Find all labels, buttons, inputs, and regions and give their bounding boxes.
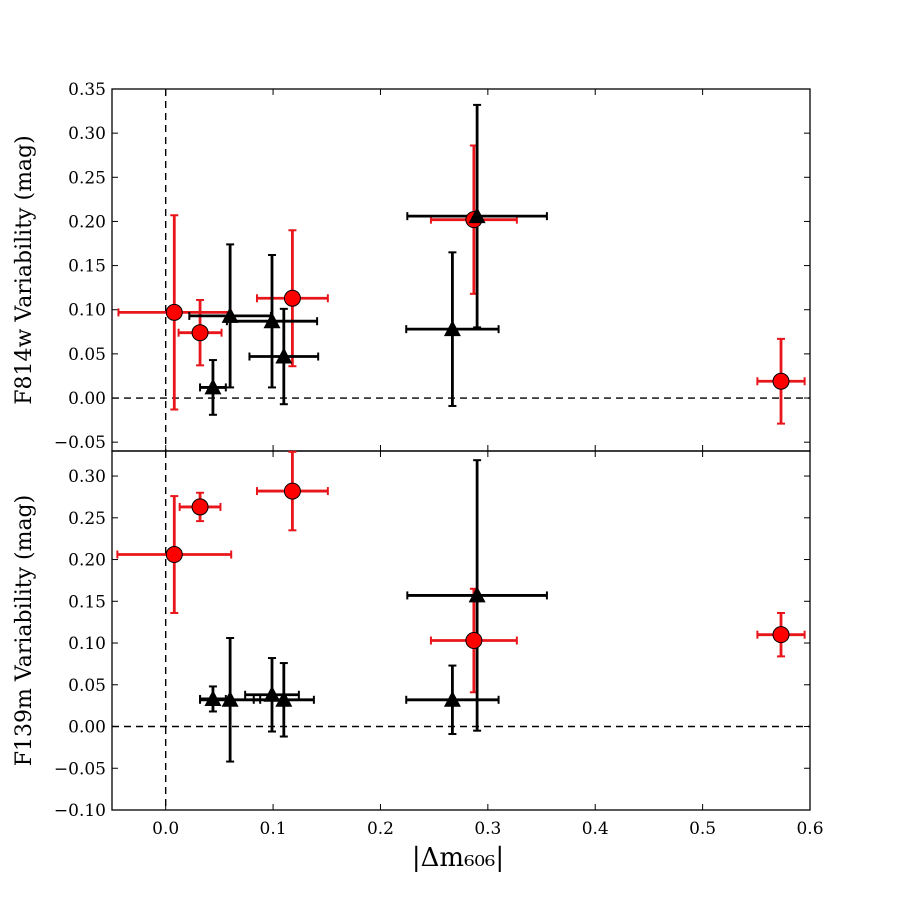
y-tick-label-top: 0.35: [68, 80, 106, 100]
panel-top: −0.05 0.00 0.05 0.10 0.15 0.20 0.25 0.30 0.35 F81…: [12, 80, 811, 453]
circle-marker: [165, 546, 183, 564]
triangle-marker: [468, 207, 486, 224]
panel-bottom: −0.10 −0.05 0.00 0.05 0.10 0.15 0.20 0.25 0.30 F1…: [12, 450, 811, 821]
x-axis-title: |Δm₆₀₆|: [412, 843, 504, 873]
circle-marker: [191, 324, 209, 342]
triangle-marker: [275, 347, 293, 364]
triangle-marker: [221, 306, 239, 323]
x-tick-label: 0.6: [796, 819, 823, 839]
triangle-marker: [204, 378, 222, 395]
triangle-marker: [443, 320, 461, 337]
x-tick-label: 0.0: [152, 819, 179, 839]
y-tick-label-bottom: 0.10: [68, 634, 106, 654]
triangle-marker: [263, 685, 281, 702]
x-tick-label: 0.4: [582, 819, 609, 839]
x-tick-label: 0.2: [367, 819, 394, 839]
circle-marker: [772, 372, 790, 390]
x-tick-label: 0.5: [689, 819, 716, 839]
y-tick-label-bottom: 0.05: [68, 676, 106, 696]
y-axis-title-bottom: F139m Variability (mag): [12, 495, 37, 766]
x-tick-label: 0.1: [260, 819, 287, 839]
circle-marker: [465, 632, 483, 650]
y-tick-label-top: 0.20: [68, 212, 106, 232]
y-tick-label-bottom: 0.25: [68, 509, 106, 529]
triangle-marker: [263, 312, 281, 329]
y-tick-label-bottom: 0.30: [68, 467, 106, 487]
circle-marker: [283, 482, 301, 500]
y-tick-label-top: 0.05: [68, 345, 106, 365]
triangle-marker: [443, 690, 461, 707]
circle-marker: [165, 303, 183, 321]
circle-marker: [772, 626, 790, 644]
triangle-marker: [204, 689, 222, 706]
y-tick-label-top: 0.00: [68, 389, 106, 409]
y-tick-label-bottom: −0.05: [54, 759, 106, 779]
plot-frame-bottom: [111, 450, 811, 811]
y-tick-label-top: 0.25: [68, 168, 106, 188]
y-tick-label-top: 0.30: [68, 124, 106, 144]
y-tick-label-top: 0.15: [68, 257, 106, 277]
y-tick-label-bottom: 0.15: [68, 592, 106, 612]
triangle-marker: [468, 586, 486, 603]
circle-marker: [283, 289, 301, 307]
y-tick-label-bottom: 0.20: [68, 551, 106, 571]
triangle-marker: [221, 690, 239, 707]
y-tick-label-top: −0.05: [54, 433, 106, 453]
y-tick-label-bottom: −0.10: [54, 801, 106, 821]
y-tick-label-top: 0.10: [68, 301, 106, 321]
x-axis: 0.0 0.1 0.2 0.3 0.4 0.5 0.6: [152, 819, 823, 839]
y-tick-label-bottom: 0.00: [68, 718, 106, 738]
y-axis-title-top: F814w Variability (mag): [12, 135, 37, 404]
x-tick-label: 0.3: [474, 819, 501, 839]
triangle-marker: [275, 690, 293, 707]
circle-marker: [191, 498, 209, 516]
